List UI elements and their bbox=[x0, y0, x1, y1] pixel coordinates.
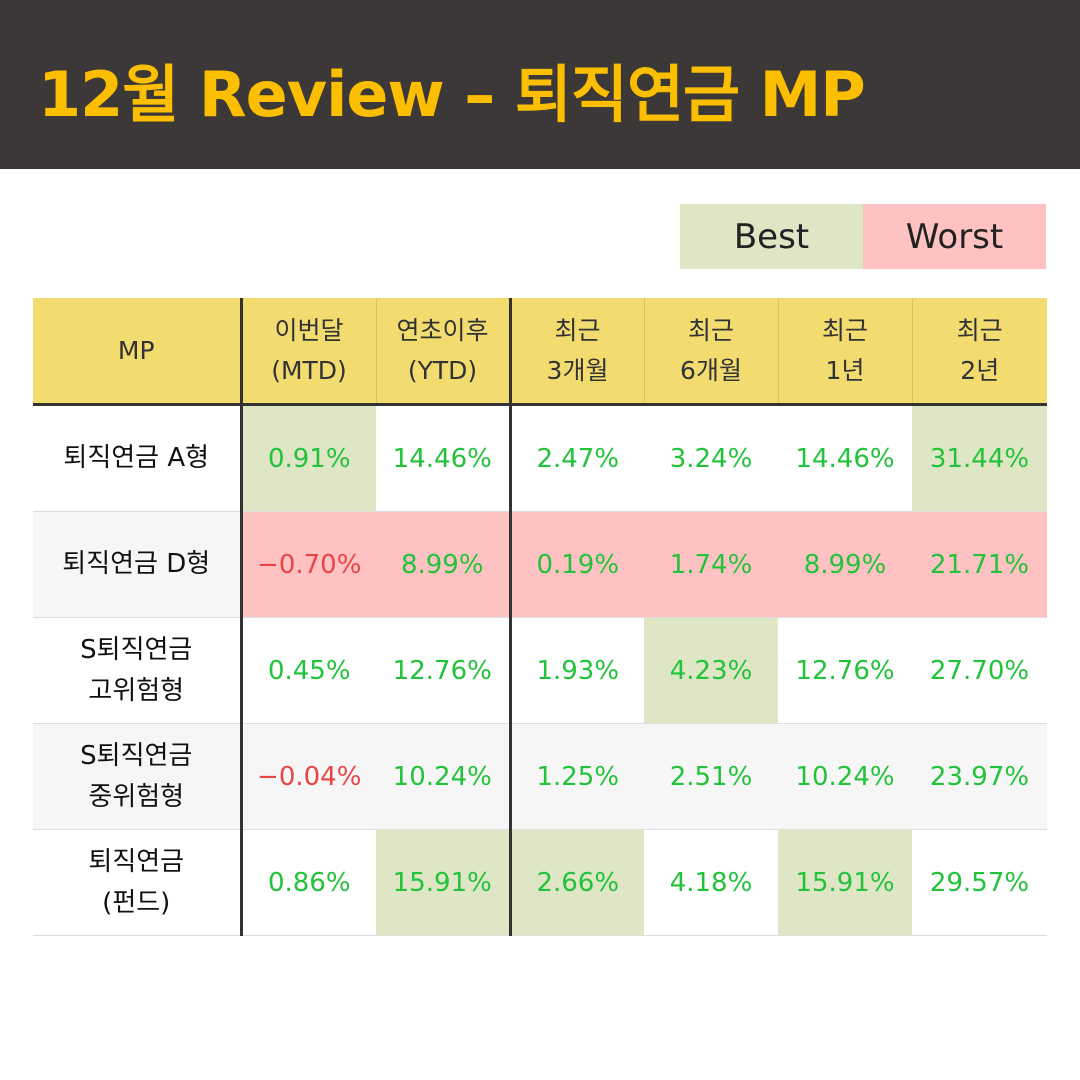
column-header-line: (MTD) bbox=[271, 355, 347, 385]
value-cell: 31.44% bbox=[912, 404, 1047, 512]
value-cell: 2.47% bbox=[508, 404, 644, 512]
table-row: 퇴직연금 (펀드) 0.86% 15.91% 2.66% 4.18% 15.91% 29.57… bbox=[33, 829, 1047, 936]
value-cell: 21.71% bbox=[912, 511, 1047, 618]
value-cell: 0.45% bbox=[239, 617, 376, 724]
column-header-line: 이번달 bbox=[274, 315, 344, 345]
value-cell: 1.74% bbox=[644, 511, 778, 618]
column-header-line: 3개월 bbox=[546, 355, 609, 385]
column-header-5: 최근 1년 bbox=[777, 298, 912, 406]
column-header-line: 최근 bbox=[687, 315, 734, 345]
table-row: 퇴직연금 D형 −0.70% 8.99% 0.19% 1.74% 8.99% 21.71% bbox=[33, 511, 1047, 618]
value-cell: −0.04% bbox=[239, 723, 376, 830]
value-cell: 0.19% bbox=[508, 511, 644, 618]
value-cell: −0.70% bbox=[239, 511, 376, 618]
column-header-line: (YTD) bbox=[407, 355, 478, 385]
table-row: 퇴직연금 A형 0.91% 14.46% 2.47% 3.24% 14.46% 31.44% bbox=[33, 404, 1047, 512]
value-cell: 29.57% bbox=[912, 829, 1047, 936]
legend: Best Worst bbox=[680, 204, 1046, 269]
value-cell: 3.24% bbox=[644, 404, 778, 512]
column-header-line: 최근 bbox=[821, 315, 868, 345]
row-name-line: 퇴직연금 A형 bbox=[63, 443, 210, 474]
column-header-1: 이번달 (MTD) bbox=[239, 298, 376, 406]
value-cell: 12.76% bbox=[376, 617, 510, 724]
page-title: 12월 Review – 퇴직연금 MP bbox=[38, 58, 866, 131]
value-cell: 23.97% bbox=[912, 723, 1047, 830]
value-cell: 0.86% bbox=[239, 829, 376, 936]
row-name-line: 퇴직연금 D형 bbox=[62, 549, 211, 580]
table-row: S퇴직연금 고위험형 0.45% 12.76% 1.93% 4.23% 12.76% 27.7… bbox=[33, 617, 1047, 724]
value-cell: 27.70% bbox=[912, 617, 1047, 724]
row-name-line: 중위험형 bbox=[88, 781, 185, 812]
row-name-line: S퇴직연금 bbox=[80, 741, 193, 772]
value-cell: 10.24% bbox=[376, 723, 510, 830]
row-name: 퇴직연금 A형 bbox=[33, 404, 241, 512]
column-header-6: 최근 2년 bbox=[911, 298, 1047, 406]
value-cell: 1.25% bbox=[508, 723, 644, 830]
value-cell: 15.91% bbox=[778, 829, 912, 936]
row-name-line: (펀드) bbox=[102, 887, 171, 918]
column-header-line: 최근 bbox=[956, 315, 1003, 345]
value-cell: 12.76% bbox=[778, 617, 912, 724]
value-cell: 1.93% bbox=[508, 617, 644, 724]
value-cell: 0.91% bbox=[239, 404, 376, 512]
header-bar: 12월 Review – 퇴직연금 MP bbox=[0, 0, 1080, 169]
column-header-4: 최근 6개월 bbox=[643, 298, 778, 406]
value-cell: 8.99% bbox=[778, 511, 912, 618]
column-header-line: MP bbox=[117, 335, 155, 365]
table-body: 퇴직연금 A형 0.91% 14.46% 2.47% 3.24% 14.46% 31.44%… bbox=[33, 404, 1047, 936]
value-cell: 14.46% bbox=[778, 404, 912, 512]
row-name: 퇴직연금 D형 bbox=[33, 511, 241, 618]
table-row: S퇴직연금 중위험형 −0.04% 10.24% 1.25% 2.51% 10.24% 23.… bbox=[33, 723, 1047, 830]
value-cell: 8.99% bbox=[376, 511, 510, 618]
column-header-0: MP bbox=[33, 298, 241, 406]
column-header-2: 연초이후 (YTD) bbox=[375, 298, 510, 406]
legend-best: Best bbox=[680, 204, 863, 269]
row-name-line: 고위험형 bbox=[88, 675, 185, 706]
value-cell: 14.46% bbox=[376, 404, 510, 512]
value-cell: 4.18% bbox=[644, 829, 778, 936]
legend-worst: Worst bbox=[863, 204, 1046, 269]
row-name: 퇴직연금 (펀드) bbox=[33, 829, 241, 936]
row-name-line: 퇴직연금 bbox=[88, 847, 185, 878]
column-header-line: 6개월 bbox=[680, 355, 742, 385]
value-cell: 2.66% bbox=[508, 829, 644, 936]
row-name-line: S퇴직연금 bbox=[80, 635, 193, 666]
performance-table: MP 이번달 (MTD) 연초이후 (YTD) 최근 3개월 최근 6개월 최근 1년 최근 2년 퇴직… bbox=[33, 298, 1047, 936]
value-cell: 2.51% bbox=[644, 723, 778, 830]
column-header-3: 최근 3개월 bbox=[508, 298, 644, 406]
column-header-line: 2년 bbox=[960, 355, 1000, 385]
value-cell: 15.91% bbox=[376, 829, 510, 936]
column-header-line: 최근 bbox=[554, 315, 601, 345]
value-cell: 10.24% bbox=[778, 723, 912, 830]
column-header-line: 1년 bbox=[825, 355, 865, 385]
table-header-row: MP 이번달 (MTD) 연초이후 (YTD) 최근 3개월 최근 6개월 최근 1년 최근 2년 bbox=[33, 298, 1047, 406]
column-header-line: 연초이후 bbox=[396, 315, 489, 345]
value-cell: 4.23% bbox=[644, 617, 778, 724]
